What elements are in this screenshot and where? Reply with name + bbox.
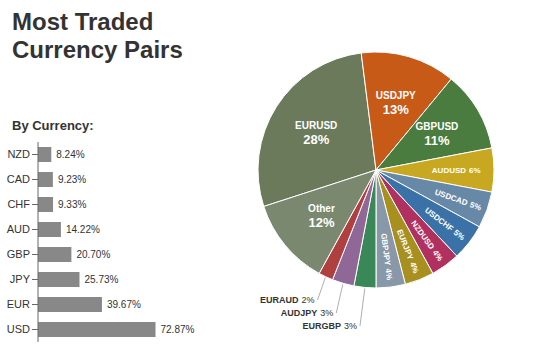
svg-text:EURGBP3%: EURGBP3%: [302, 321, 357, 331]
svg-text:USDCAD5%: USDCAD5%: [434, 187, 483, 212]
svg-text:EURUSD: EURUSD: [295, 120, 337, 131]
svg-text:EUR: EUR: [8, 298, 30, 310]
svg-text:GBP: GBP: [8, 248, 30, 260]
svg-text:AUD: AUD: [8, 223, 30, 235]
svg-text:GBPUSD: GBPUSD: [416, 121, 459, 132]
html-text:NZDUSD: NZDUSD: [409, 218, 437, 251]
svg-text:12%: 12%: [308, 215, 334, 230]
svg-text:USD: USD: [8, 323, 30, 335]
svg-text:25.73%: 25.73%: [84, 274, 118, 285]
svg-text:CHF: CHF: [8, 198, 30, 210]
svg-text:EURAUD2%: EURAUD2%: [260, 295, 315, 305]
html-text:USDCHF: USDCHF: [423, 205, 456, 233]
svg-text:20.70%: 20.70%: [76, 249, 110, 260]
svg-text:39.67%: 39.67%: [107, 299, 141, 310]
svg-text:11%: 11%: [424, 133, 450, 148]
svg-text:28%: 28%: [303, 132, 329, 147]
svg-text:AUDUSD6%: AUDUSD6%: [432, 166, 481, 175]
svg-text:NZD: NZD: [8, 148, 30, 160]
svg-text:14.22%: 14.22%: [66, 224, 100, 235]
svg-text:9.23%: 9.23%: [58, 174, 86, 185]
svg-text:JPY: JPY: [10, 273, 31, 285]
svg-text:13%: 13%: [383, 102, 409, 117]
html-text:4%: 4%: [431, 248, 445, 263]
svg-text:CAD: CAD: [8, 173, 30, 185]
svg-text:AUDJPY3%: AUDJPY3%: [281, 308, 334, 318]
svg-text:GBPJPY4%: GBPJPY4%: [380, 233, 395, 281]
svg-text:72.87%: 72.87%: [161, 324, 195, 335]
svg-text:Other: Other: [308, 203, 335, 214]
svg-text:EURJPY4%: EURJPY4%: [395, 228, 421, 275]
html-text:Currency Pairs: Currency Pairs: [12, 35, 183, 63]
svg-text:9.33%: 9.33%: [58, 199, 86, 210]
svg-text:USDJPY: USDJPY: [376, 90, 416, 101]
html-text:5%: 5%: [452, 227, 467, 242]
html-text:By Currency:: By Currency:: [12, 118, 94, 133]
svg-text:8.24%: 8.24%: [56, 149, 84, 160]
html-text:Most Traded: Most Traded: [12, 8, 154, 35]
